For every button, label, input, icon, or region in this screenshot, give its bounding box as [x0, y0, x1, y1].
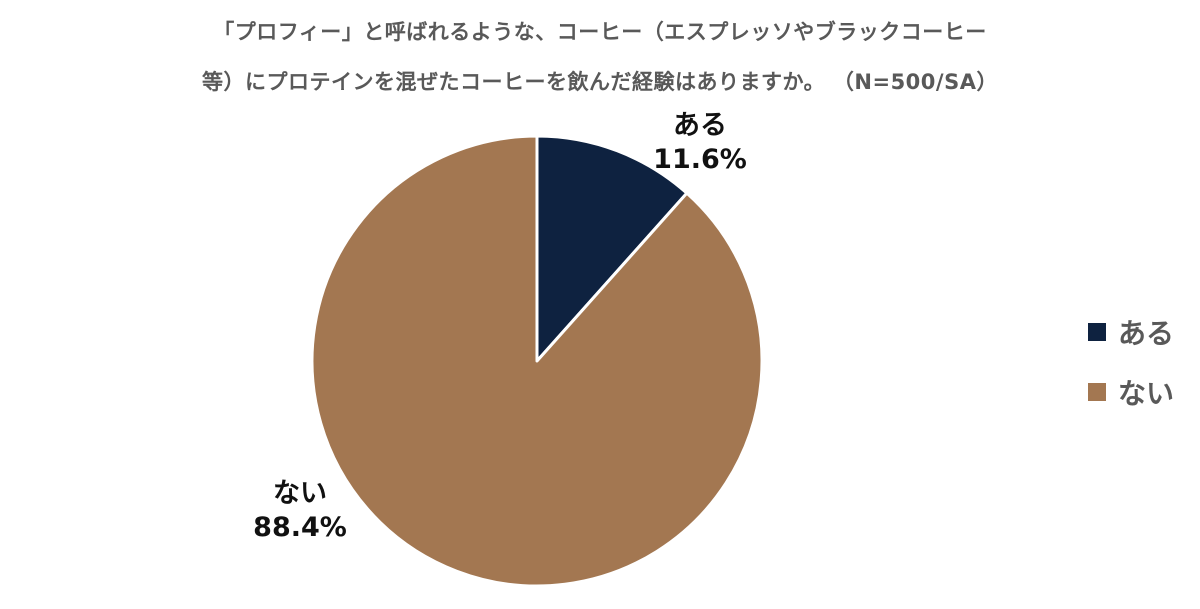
legend-swatch [1088, 383, 1106, 401]
legend-label: ない [1118, 377, 1175, 410]
slice-category-label-nai: ない [273, 478, 327, 509]
pie-slice-nai [310, 134, 764, 588]
slice-category-label-aru: ある [673, 110, 727, 141]
pie-slice-aru [535, 134, 689, 363]
legend-swatch [1088, 323, 1106, 341]
chart-legend: ある ない [1088, 314, 1174, 434]
chart-title-line-1: 「プロフィー」と呼ばれるような、コーヒー（エスプレッソやブラックコーヒー [213, 20, 987, 44]
slice-value-label-nai: 88.4% [253, 512, 347, 543]
legend-item-nai: ない [1088, 374, 1174, 410]
legend-item-aru: ある [1088, 314, 1174, 350]
slice-value-label-aru: 11.6% [653, 144, 747, 175]
legend-label: ある [1118, 317, 1175, 350]
chart-title-line-2: 等）にプロテインを混ぜたコーヒーを飲んだ経験はありますか。 （N=500/SA） [202, 70, 998, 94]
